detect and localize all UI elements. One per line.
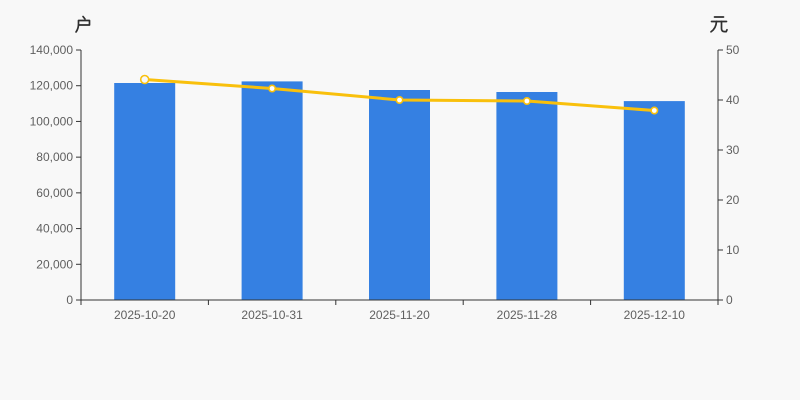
right-axis-tick-label: 0 bbox=[726, 293, 733, 307]
x-axis-label: 2025-10-20 bbox=[114, 308, 176, 322]
x-axis-label: 2025-12-10 bbox=[624, 308, 686, 322]
x-axis-label: 2025-11-20 bbox=[369, 308, 430, 322]
right-axis-tick-label: 50 bbox=[726, 43, 740, 57]
line-point-2025-10-31[interactable] bbox=[268, 84, 277, 93]
x-axis-label: 2025-10-31 bbox=[241, 308, 303, 322]
line-point-2025-12-10[interactable] bbox=[650, 106, 659, 115]
bar-2025-11-20[interactable] bbox=[369, 90, 430, 300]
right-axis-tick-label: 20 bbox=[726, 193, 740, 207]
left-axis-tick-label: 20,000 bbox=[36, 257, 73, 271]
left-axis-tick-label: 120,000 bbox=[30, 79, 74, 93]
left-axis-tick-label: 140,000 bbox=[30, 43, 74, 57]
line-point-2025-11-20[interactable] bbox=[395, 96, 404, 105]
right-axis-tick-label: 30 bbox=[726, 143, 740, 157]
bar-2025-10-31[interactable] bbox=[241, 81, 303, 301]
left-axis-tick-label: 100,000 bbox=[30, 114, 74, 128]
bar-2025-12-10[interactable] bbox=[623, 101, 685, 300]
line-point-2025-11-28[interactable] bbox=[522, 97, 531, 106]
left-axis-tick-label: 60,000 bbox=[36, 186, 73, 200]
left-axis-unit-label bbox=[75, 15, 91, 33]
bar-2025-11-28[interactable] bbox=[496, 92, 558, 300]
left-axis-tick-label: 40,000 bbox=[36, 222, 73, 236]
line-point-2025-10-20[interactable] bbox=[139, 74, 150, 85]
left-axis-tick-label: 80,000 bbox=[36, 150, 73, 164]
x-axis-label: 2025-11-28 bbox=[497, 308, 558, 322]
right-axis-tick-label: 40 bbox=[726, 93, 740, 107]
left-axis-tick-label: 0 bbox=[66, 293, 73, 307]
right-axis-unit-label bbox=[710, 16, 728, 33]
right-axis-tick-label: 10 bbox=[726, 243, 740, 257]
bar-2025-10-20[interactable] bbox=[114, 83, 176, 300]
